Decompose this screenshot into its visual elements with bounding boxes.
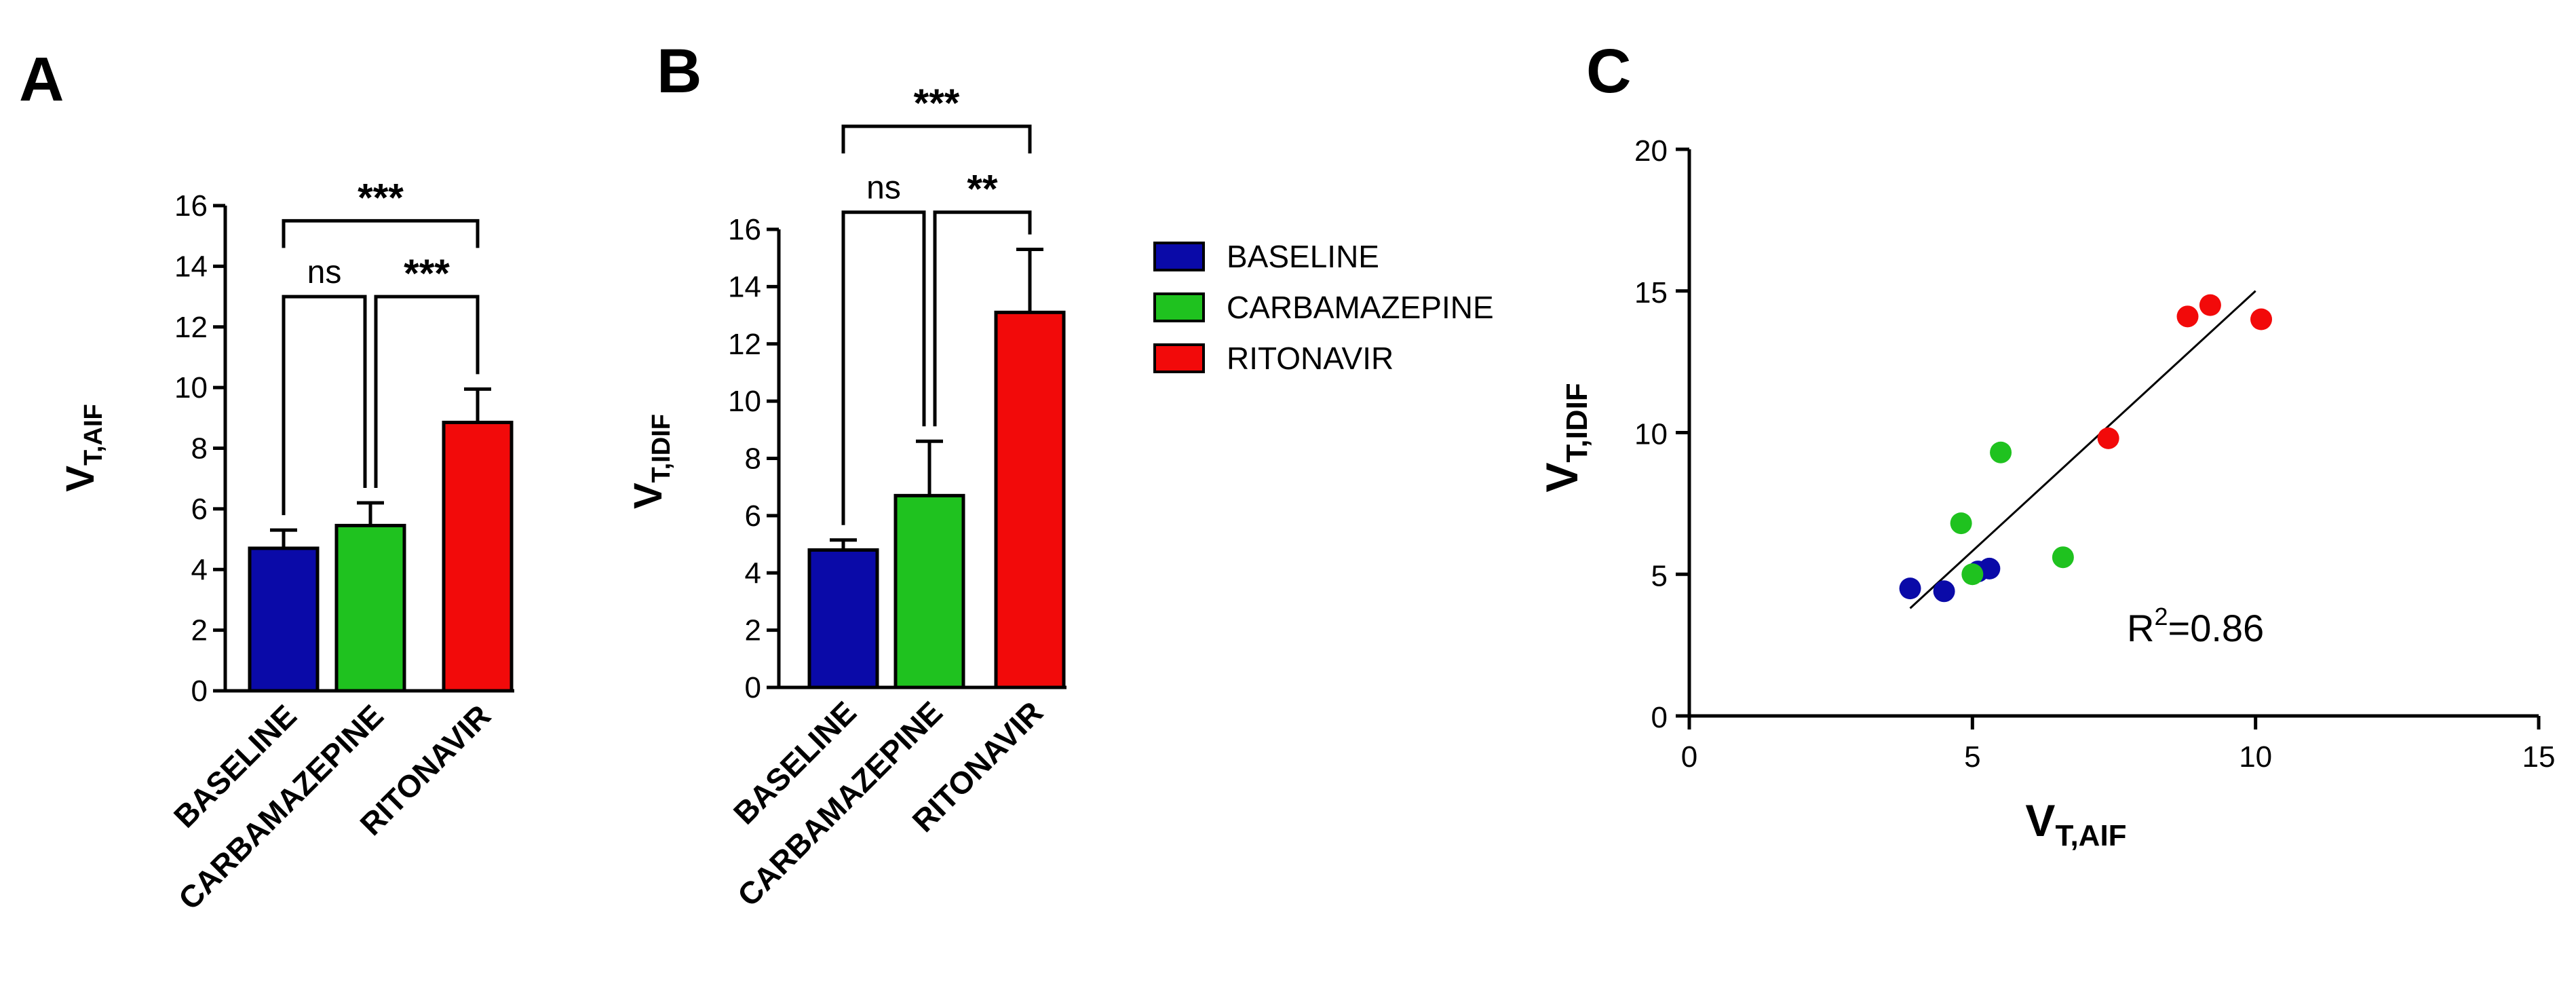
panel-letter-c: C bbox=[1586, 37, 1631, 106]
panel-a-significance-bracket bbox=[374, 295, 480, 488]
panel-b-bar-ritonavir bbox=[994, 310, 1066, 689]
legend-label-baseline: BASELINE bbox=[1227, 239, 1379, 274]
panel-c-xtick-label: 0 bbox=[1681, 740, 1697, 774]
panel-c-point-carbamazepine bbox=[1950, 512, 1972, 535]
panel-c-point-baseline bbox=[1933, 580, 1955, 603]
legend-swatch-ritonavir bbox=[1153, 343, 1205, 373]
panel-b-ytick-label: 4 bbox=[745, 556, 761, 590]
panel-a-ytick-label: 16 bbox=[174, 189, 208, 223]
panel-a-bar-ritonavir bbox=[442, 421, 514, 693]
panel-a-ytick-label: 10 bbox=[174, 371, 208, 404]
panel-b-significance-bracket bbox=[841, 124, 1032, 154]
panel-b-ytick-label: 16 bbox=[728, 213, 761, 246]
axis-title-sub: T,AIF bbox=[79, 404, 108, 466]
panel-c-ytick-label: 15 bbox=[1634, 276, 1668, 309]
panel-c-point-baseline bbox=[1978, 557, 2001, 580]
panel-b-ytick-label: 12 bbox=[728, 328, 761, 361]
annotation-main: R bbox=[2127, 607, 2154, 649]
panel-a-ytick-label: 6 bbox=[191, 493, 208, 526]
axis-title-sub: T,IDIF bbox=[1560, 383, 1594, 462]
panel-c-point-carbamazepine bbox=[1961, 563, 1984, 586]
legend-label-carbamazepine: CARBAMAZEPINE bbox=[1227, 290, 1494, 325]
panel-a-y-axis-title: VT,AIF bbox=[58, 404, 108, 491]
annotation-rest: =0.86 bbox=[2168, 607, 2264, 649]
legend-swatch-carbamazepine bbox=[1153, 292, 1205, 322]
panel-c-point-carbamazepine bbox=[1990, 441, 2012, 463]
panel-b-significance-label: ** bbox=[967, 168, 998, 212]
panel-b-chart: 0246810121416VT,IDIFBASELINECARBAMAZEPIN… bbox=[626, 81, 1066, 913]
axis-title-main: V bbox=[626, 482, 670, 509]
annotation-superscript: 2 bbox=[2154, 603, 2168, 630]
panel-c-ytick-label: 5 bbox=[1651, 559, 1668, 592]
panel-c-point-ritonavir bbox=[2250, 308, 2273, 330]
panel-c-point-ritonavir bbox=[2176, 305, 2199, 328]
panel-c-r-squared: R2=0.86 bbox=[2127, 603, 2264, 649]
panel-b-ytick-label: 6 bbox=[745, 499, 761, 533]
panel-b-bar-carbamazepine bbox=[893, 493, 965, 689]
panel-a-ytick-label: 14 bbox=[174, 250, 208, 283]
panel-c-point-ritonavir bbox=[2097, 427, 2119, 449]
panel-b-ytick-label: 0 bbox=[745, 671, 761, 704]
panel-c-point-baseline bbox=[1899, 577, 1921, 600]
axis-title-sub: T,IDIF bbox=[647, 414, 676, 482]
panel-a-significance-bracket bbox=[282, 295, 367, 516]
panel-b-significance-bracket bbox=[841, 210, 926, 525]
panel-a-significance-label: *** bbox=[404, 252, 450, 296]
axis-title-main: V bbox=[2025, 795, 2055, 846]
panel-a-bar-baseline bbox=[248, 546, 320, 693]
panel-b-bar-baseline bbox=[807, 548, 879, 689]
axis-title-main: V bbox=[1537, 463, 1587, 493]
panel-b-ytick-label: 8 bbox=[745, 442, 761, 476]
panel-a-significance-label: *** bbox=[358, 176, 404, 220]
panel-b-ytick-label: 10 bbox=[728, 385, 761, 418]
panel-b-ytick-label: 2 bbox=[745, 614, 761, 647]
panel-a-significance-bracket bbox=[282, 219, 480, 248]
panel-c-ytick-label: 0 bbox=[1651, 701, 1668, 734]
legend-label-ritonavir: RITONAVIR bbox=[1227, 341, 1393, 376]
panel-a-ytick-label: 8 bbox=[191, 432, 208, 466]
panel-c-xtick-label: 15 bbox=[2522, 740, 2556, 774]
panel-b-significance-label: *** bbox=[914, 81, 960, 126]
panel-letter-a: A bbox=[19, 45, 64, 114]
panel-a-ytick-label: 2 bbox=[191, 614, 208, 647]
panel-a-bar-carbamazepine bbox=[334, 523, 406, 693]
panel-letter-b: B bbox=[657, 37, 701, 106]
panel-a-ytick-label: 0 bbox=[191, 675, 208, 708]
panel-c-xtick-label: 10 bbox=[2239, 740, 2272, 774]
panel-a-significance-label: ns bbox=[307, 254, 342, 290]
panel-b-y-axis-title: VT,IDIF bbox=[626, 414, 676, 509]
panel-c-point-carbamazepine bbox=[2052, 546, 2074, 569]
panel-b-ytick-label: 14 bbox=[728, 270, 761, 303]
panel-c-y-axis-title: VT,IDIF bbox=[1537, 383, 1594, 492]
panel-a-ytick-label: 12 bbox=[174, 311, 208, 344]
axis-title-main: V bbox=[58, 466, 102, 492]
panel-c-ytick-label: 10 bbox=[1634, 418, 1668, 451]
legend: BASELINE CARBAMAZEPINE RITONAVIR bbox=[1153, 239, 1494, 376]
axis-title-sub: T,AIF bbox=[2055, 819, 2126, 852]
panel-b-significance-bracket bbox=[933, 210, 1032, 427]
legend-swatch-baseline bbox=[1153, 242, 1205, 271]
panel-c-regression-line bbox=[1909, 290, 2256, 609]
panel-c-point-ritonavir bbox=[2199, 294, 2221, 316]
panel-c-ytick-label: 20 bbox=[1634, 134, 1668, 168]
panel-c-x-axis-title: VT,AIF bbox=[2025, 795, 2126, 852]
panel-a-chart: 0246810121416VT,AIFBASELINECARBAMAZEPINE… bbox=[58, 176, 514, 917]
panel-b-significance-label: ns bbox=[866, 170, 901, 206]
panel-c-xtick-label: 5 bbox=[1964, 740, 1980, 774]
panel-a-ytick-label: 4 bbox=[191, 553, 208, 586]
